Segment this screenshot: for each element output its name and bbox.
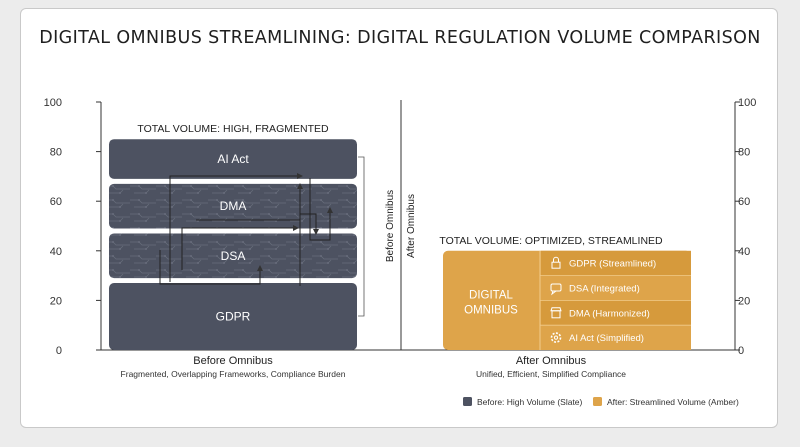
circuit-texture [109, 183, 357, 229]
y-tick-label-right: 0 [738, 345, 744, 357]
overlap-arrows [159, 173, 333, 286]
x-category-subtitle: Fragmented, Overlapping Frameworks, Comp… [121, 369, 346, 379]
y-tick-label-left: 60 [50, 196, 62, 208]
bar-segment-label: AI Act [217, 152, 249, 166]
gear-icon [550, 332, 562, 343]
y-tick-label-right: 40 [738, 246, 750, 258]
y-tick-label-right: 100 [738, 97, 756, 109]
after-subsegment [541, 300, 691, 326]
y-tick-label-right: 80 [738, 147, 750, 159]
x-category-subtitle: Unified, Efficient, Simplified Complianc… [476, 369, 626, 379]
after-caption: TOTAL VOLUME: OPTIMIZED, STREAMLINED [439, 235, 663, 247]
chat-icon [550, 283, 562, 296]
omnibus-label: OMNIBUS [464, 304, 518, 316]
bar-segment-ai-act [109, 139, 357, 179]
after-subsegment [541, 250, 691, 276]
before-caption: TOTAL VOLUME: HIGH, FRAGMENTED [137, 123, 329, 135]
circuit-texture [109, 233, 357, 279]
y-tick-label-right: 20 [738, 295, 750, 307]
bar-segment-label: DMA [220, 199, 247, 213]
y-tick-label-left: 100 [44, 97, 62, 109]
before-bracket [358, 156, 365, 317]
divider: Before Omnibus After Omnibus [385, 100, 417, 350]
after-subsegment-label: AI Act (Simplified) [569, 333, 644, 344]
after-subsegment-label: GDPR (Streamlined) [569, 259, 656, 270]
x-axis-labels: Before Omnibus Fragmented, Overlapping Fr… [121, 355, 627, 379]
y-tick-label-left: 40 [50, 246, 62, 258]
divider-label-after: After Omnibus [406, 194, 417, 258]
bar-segment-label: GDPR [216, 310, 251, 324]
before-stack: GDPR DSA DMA AI Act TOTAL VOLUME: HIGH, FRAG… [109, 123, 357, 350]
y-tick-label-right: 60 [738, 196, 750, 208]
omnibus-label: DIGITAL [469, 289, 513, 301]
legend-swatch [463, 397, 472, 406]
storefront-icon [550, 307, 562, 319]
axes: 0 0 20 20 40 40 60 60 80 80 100 100 [44, 97, 757, 357]
y-tick-label-left: 20 [50, 295, 62, 307]
bar-segment-label: DSA [221, 249, 246, 263]
legend-swatch [593, 397, 602, 406]
after-subsegment-label: DSA (Integrated) [569, 284, 640, 295]
after-subsegment [541, 325, 691, 350]
legend-label: Before: High Volume (Slate) [477, 397, 583, 407]
y-tick-label-left: 80 [50, 147, 62, 159]
chart-title: DIGITAL OMNIBUS STREAMLINING: DIGITAL RE… [39, 28, 761, 48]
divider-label-before: Before Omnibus [385, 190, 396, 262]
legend-label: After: Streamlined Volume (Amber) [607, 397, 739, 407]
y-tick-label-left: 0 [56, 345, 62, 357]
legend: Before: High Volume (Slate) After: Stream… [463, 397, 739, 407]
lock-icon [551, 256, 561, 269]
after-stack: DIGITAL OMNIBUS GDPR (Streamlined) DSA (Int… [439, 235, 691, 350]
x-category-label: Before Omnibus [193, 355, 273, 367]
bar-segment-gdpr [109, 283, 357, 350]
after-subsegment-label: DMA (Harmonized) [569, 308, 650, 319]
x-category-label: After Omnibus [516, 355, 587, 367]
after-subsegment [541, 275, 691, 301]
